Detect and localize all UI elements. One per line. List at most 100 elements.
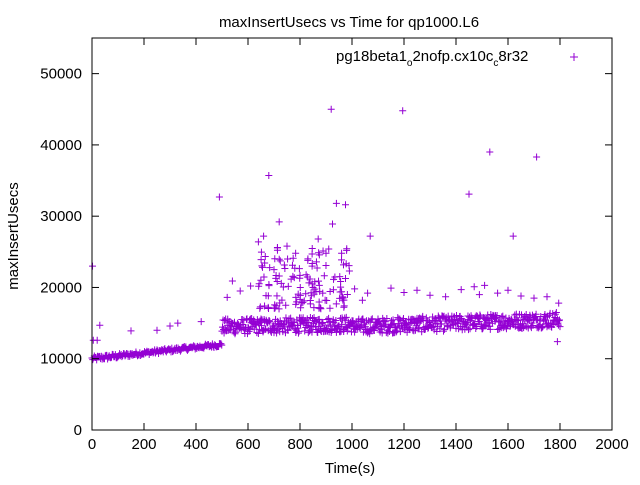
data-point [166,322,174,330]
data-point [127,327,135,335]
data-point [457,286,465,294]
data-point [272,274,280,282]
data-point [364,289,372,297]
x-tick-label: 400 [183,436,208,453]
data-point [485,318,493,326]
x-tick-label: 800 [287,436,312,453]
data-point [338,256,346,264]
data-point [336,273,344,281]
data-point [315,281,323,289]
data-point [266,318,274,326]
data-point [343,327,351,335]
x-tick-label: 1600 [491,436,524,453]
data-point [265,317,273,325]
data-point [287,275,295,283]
data-point [338,249,346,257]
data-point [396,328,404,336]
data-point [330,275,338,283]
data-point [258,322,266,330]
data-point [342,260,350,268]
data-point [257,256,265,264]
y-tick-label: 50000 [40,66,82,83]
data-point [387,320,395,328]
data-point [324,327,332,335]
x-tick-label: 200 [131,436,156,453]
data-point [322,262,330,270]
data-point [532,310,540,318]
data-point [426,291,434,299]
data-point [552,309,560,317]
data-point [93,356,101,364]
data-point [292,300,300,308]
data-point [275,255,283,263]
data-point [329,220,336,228]
data-point [533,153,541,161]
data-point [325,245,333,253]
data-point [336,288,344,296]
data-point [311,317,319,325]
data-point [254,238,262,246]
data-point [284,255,292,263]
data-point [416,318,424,326]
data-point [370,326,378,334]
data-point [454,319,462,327]
data-point [292,249,300,257]
data-point [260,232,268,240]
x-tick-label: 1000 [335,436,368,453]
data-point [289,254,297,262]
data-point [511,311,519,319]
data-point [551,310,559,318]
data-point [343,291,351,299]
data-point [542,313,550,321]
data-point [325,314,333,322]
data-point [442,293,450,301]
data-point [556,323,564,331]
data-point [349,317,357,325]
data-point [284,326,292,334]
data-point [383,315,391,323]
data-point [393,327,401,335]
data-point [522,310,530,318]
data-point [228,277,236,285]
data-point [377,325,385,333]
data-point [332,300,340,308]
data-point [302,290,310,298]
data-point [319,318,327,326]
data-point [332,328,340,336]
data-point [371,324,379,332]
data-point [338,320,346,328]
data-point [362,323,370,331]
data-point [312,258,320,266]
data-point [366,232,374,240]
data-point [261,259,269,267]
data-point [221,317,229,325]
data-point [479,325,487,333]
data-point [285,315,293,323]
data-point [541,316,549,324]
data-point [536,317,544,325]
data-point [273,292,281,300]
data-point [486,148,494,156]
legend-entry-label: pg18beta1o2nofp.cx10cc8r32 [336,48,528,69]
data-point [554,321,562,329]
legend: pg18beta1o2nofp.cx10cc8r32 [336,48,578,69]
data-point [153,326,161,334]
legend-label-part: 2nofp.cx10c [412,48,493,65]
x-tick-label: 1200 [387,436,420,453]
data-point [341,274,349,282]
data-point [405,325,413,333]
data-point [322,249,330,257]
data-point [215,193,223,201]
data-point [498,313,506,321]
data-point [273,329,281,337]
data-point [255,282,263,290]
data-point [89,262,97,270]
data-point [284,282,292,290]
data-point [386,322,394,330]
data-point [283,242,291,250]
scatter-points [88,105,564,364]
data-point [476,312,484,320]
data-point [435,313,443,321]
